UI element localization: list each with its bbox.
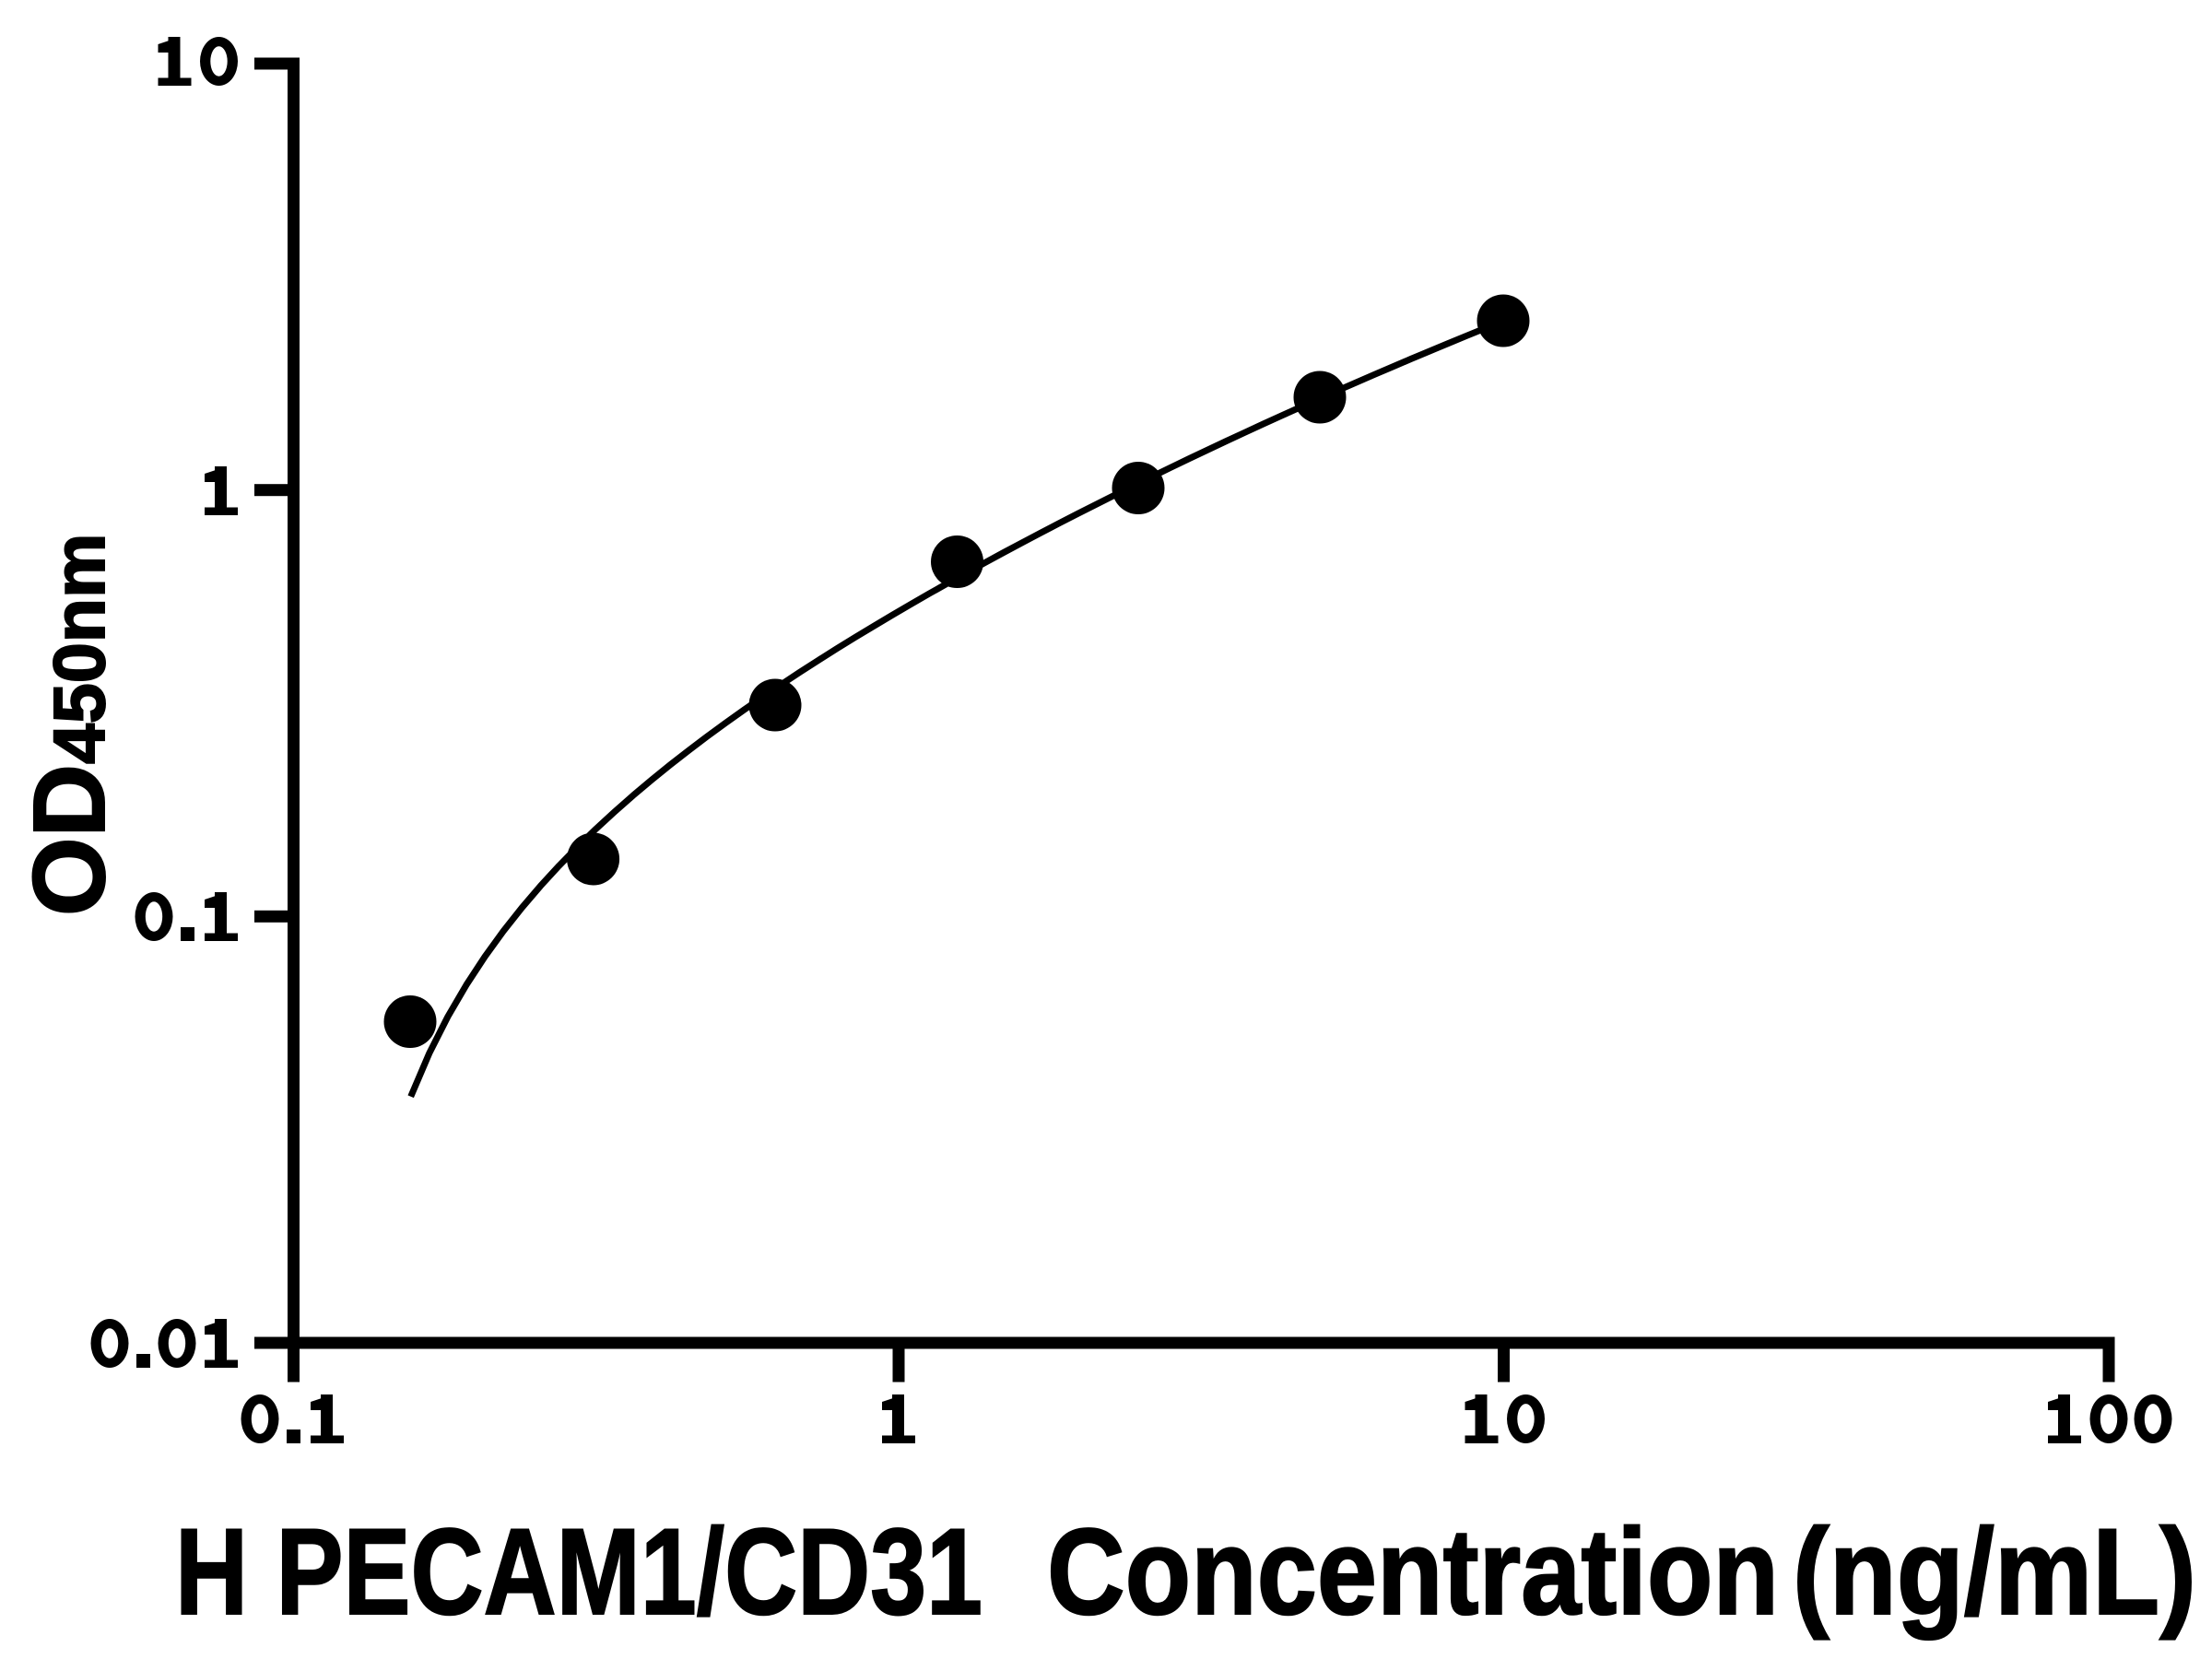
svg-text:Concentration: Concentration <box>1047 1504 1779 1641</box>
svg-text:H PECAM1/CD31: H PECAM1/CD31 <box>175 1504 982 1641</box>
svg-text:OD450nm: OD450nm <box>13 534 126 916</box>
svg-text:(ng/mL): (ng/mL) <box>1793 1504 2196 1641</box>
